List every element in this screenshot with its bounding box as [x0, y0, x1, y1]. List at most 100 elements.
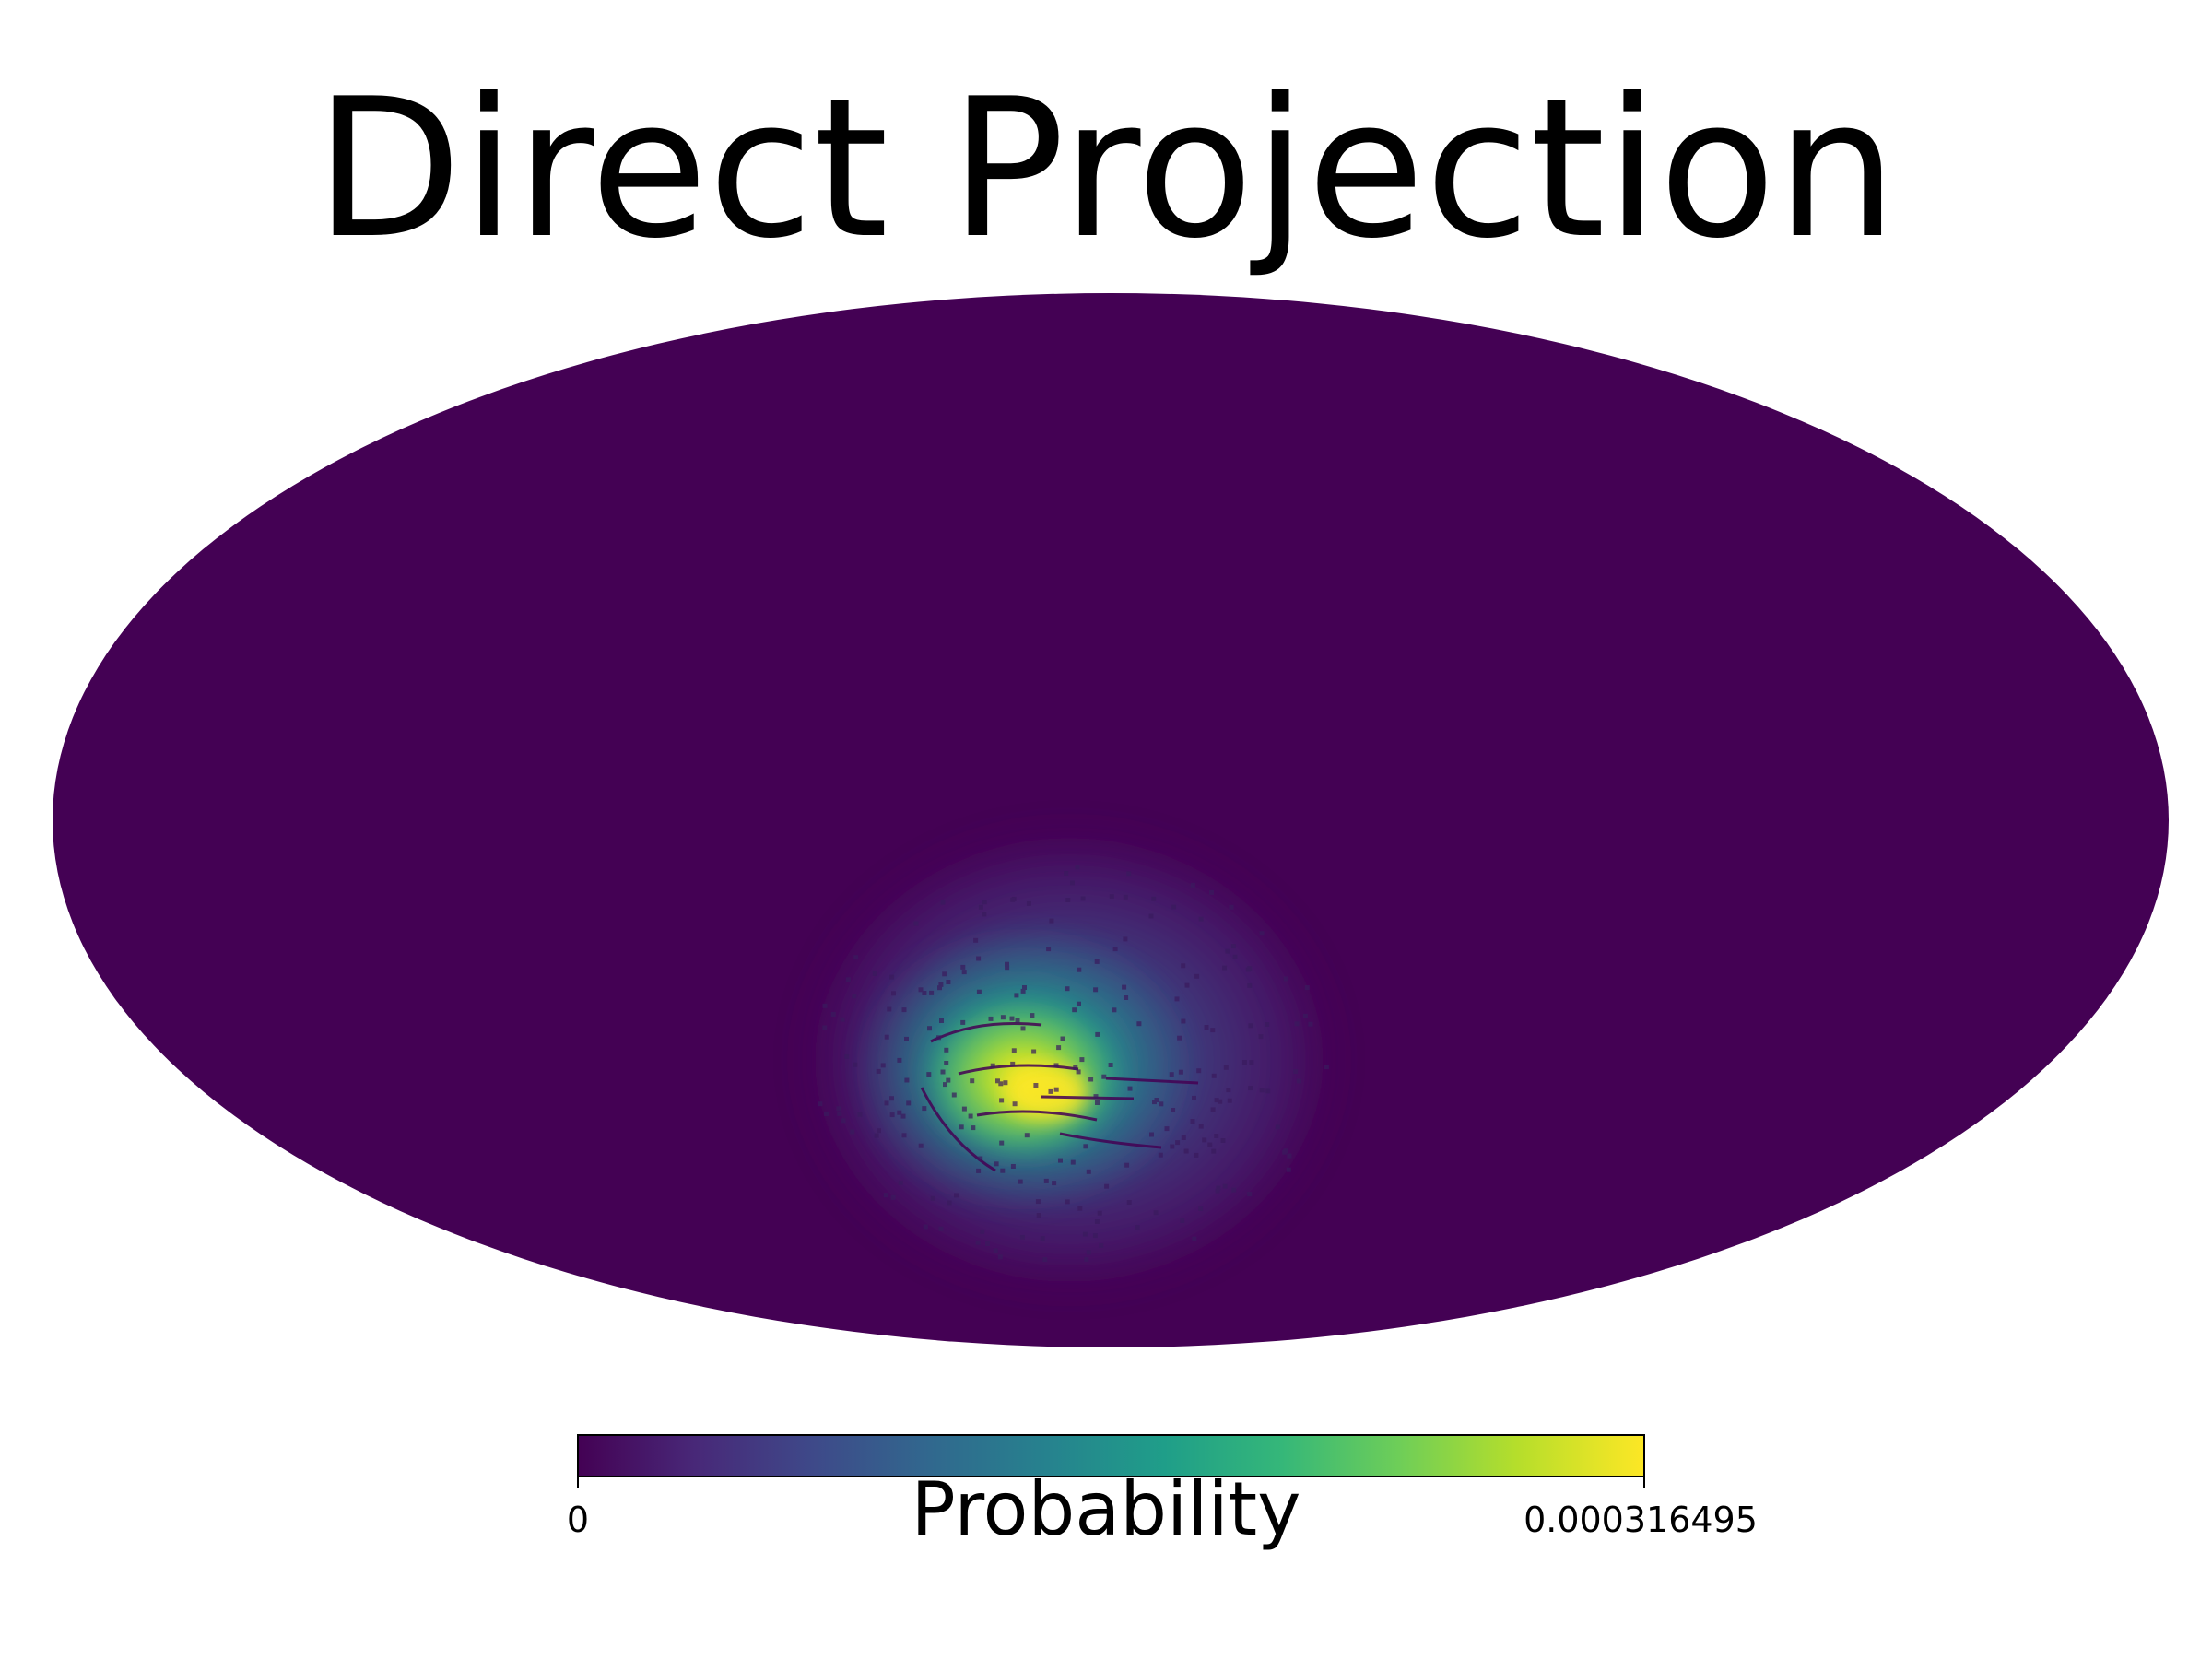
hotspot-speckle [1247, 982, 1253, 988]
hotspot-speckle [976, 956, 982, 961]
hotspot-speckle [1097, 1210, 1102, 1216]
hotspot-speckle [1112, 947, 1118, 952]
hotspot-speckle [940, 1069, 946, 1075]
hotspot-speckle [889, 1096, 894, 1101]
hotspot-speckle [1010, 1164, 1016, 1169]
hotspot-speckle [960, 1019, 966, 1025]
hotspot-speckle [1033, 1083, 1039, 1088]
hotspot-speckle [1083, 1144, 1088, 1149]
hotspot-speckle [997, 1254, 1003, 1260]
hotspot-speckle [1259, 1088, 1265, 1093]
hotspot-speckle [1171, 1108, 1176, 1112]
hotspot-speckle [1302, 1013, 1308, 1018]
hotspot-speckle [830, 1012, 836, 1017]
hotspot-speckle [1010, 897, 1016, 902]
hotspot-speckle [1053, 1087, 1059, 1092]
hotspot-speckle [1123, 894, 1128, 900]
hotspot-speckle [1042, 1257, 1048, 1262]
hotspot-speckle [1198, 1124, 1204, 1129]
hotspot-speckle [897, 1110, 902, 1115]
hotspot-speckle [890, 1194, 896, 1200]
hotspot-speckle [1126, 871, 1132, 877]
hotspot-speckle [1249, 1060, 1254, 1065]
hotspot-speckle [971, 1125, 976, 1131]
hotspot-speckle [1123, 936, 1128, 942]
hotspot-speckle [1148, 913, 1154, 919]
hotspot-speckle [1192, 1236, 1197, 1241]
colorbar-min-label: 0 [566, 1500, 590, 1540]
hotspot-speckle [889, 1112, 895, 1118]
chart-title: Direct Projection [314, 58, 1898, 281]
hotspot-speckle [1003, 1080, 1008, 1086]
hotspot-speckle [1095, 1100, 1100, 1105]
hotspot-speckle [1259, 931, 1265, 936]
hotspot-speckle [946, 980, 951, 984]
colorbar-label: Probability [911, 1466, 1301, 1552]
hotspot-speckle [1286, 1167, 1291, 1172]
hotspot-speckle [951, 1092, 957, 1098]
hotspot-speckle [1035, 1199, 1041, 1205]
hotspot-speckle [1265, 1022, 1270, 1027]
hotspot-speckle [1046, 947, 1052, 952]
hotspot-speckle [1009, 1016, 1015, 1021]
hotspot-speckle [922, 1106, 927, 1112]
hotspot-speckle [999, 1098, 1005, 1103]
hotspot-speckle [1086, 1169, 1091, 1174]
hotspot-speckle [1095, 1031, 1100, 1037]
hotspot-speckle [982, 900, 987, 905]
hotspot-speckle [975, 1240, 981, 1245]
hotspot-speckle [1064, 871, 1069, 876]
hotspot-speckle [1214, 1098, 1219, 1103]
hotspot-speckle [1112, 1007, 1117, 1013]
hotspot-speckle [900, 1113, 906, 1119]
hotspot-speckle [852, 994, 857, 999]
hotspot-speckle [1053, 1063, 1059, 1068]
hotspot-speckle [1077, 1206, 1083, 1211]
hotspot-speckle [1190, 1119, 1195, 1124]
hotspot-speckle [988, 1016, 994, 1021]
hotspot-speckle [1122, 984, 1127, 990]
hotspot-speckle [1202, 1137, 1207, 1143]
hotspot-speckle [1210, 1107, 1216, 1112]
hotspot-speckle [1126, 1200, 1132, 1205]
hotspot-speckle [1000, 1168, 1006, 1173]
hotspot-speckle [1049, 918, 1054, 924]
hotspot-speckle [1275, 1124, 1280, 1130]
hotspot-speckle [1080, 896, 1086, 901]
hotspot-speckle [1022, 985, 1027, 990]
hotspot-speckle [938, 1226, 944, 1231]
hotspot-speckle [946, 1077, 951, 1083]
hotspot-speckle [1171, 904, 1177, 910]
hotspot-speckle [1076, 1069, 1081, 1075]
hotspot-speckle [853, 955, 859, 960]
hotspot-speckle [960, 964, 966, 970]
colorbar [577, 1434, 1645, 1477]
hotspot-speckle [1192, 1095, 1196, 1100]
hotspot-speckle [1308, 1021, 1313, 1027]
hotspot-speckle [940, 900, 946, 905]
hotspot-speckle [1248, 1086, 1253, 1091]
hotspot-speckle [1010, 1061, 1016, 1066]
hotspot-speckle [901, 1133, 907, 1138]
hotspot-speckle [1092, 1233, 1098, 1239]
hotspot-speckle [898, 1180, 903, 1185]
hotspot-speckle [904, 1077, 910, 1083]
hotspot-speckle [938, 982, 944, 987]
hotspot-speckle [918, 987, 924, 993]
hotspot-speckle [840, 1017, 845, 1022]
hotspot-speckle [1093, 987, 1099, 993]
hotspot-speckle [850, 1129, 855, 1135]
hotspot-speckle [1099, 1242, 1104, 1248]
hotspot-speckle [1151, 896, 1157, 901]
hotspot-speckle [1065, 1199, 1070, 1205]
hotspot-speckle [1229, 904, 1234, 910]
hotspot-speckle [1207, 1142, 1213, 1147]
hotspot-speckle [822, 1003, 828, 1008]
colorbar-max-label: 0.000316495 [1524, 1500, 1758, 1540]
hotspot-speckle [1210, 1028, 1216, 1033]
hotspot-speckle [1174, 996, 1180, 1002]
hotspot-speckle [1043, 1178, 1049, 1183]
hotspot-speckle [1181, 1018, 1186, 1024]
hotspot-speckle [1181, 1135, 1186, 1140]
hotspot-speckle [1287, 1153, 1292, 1159]
